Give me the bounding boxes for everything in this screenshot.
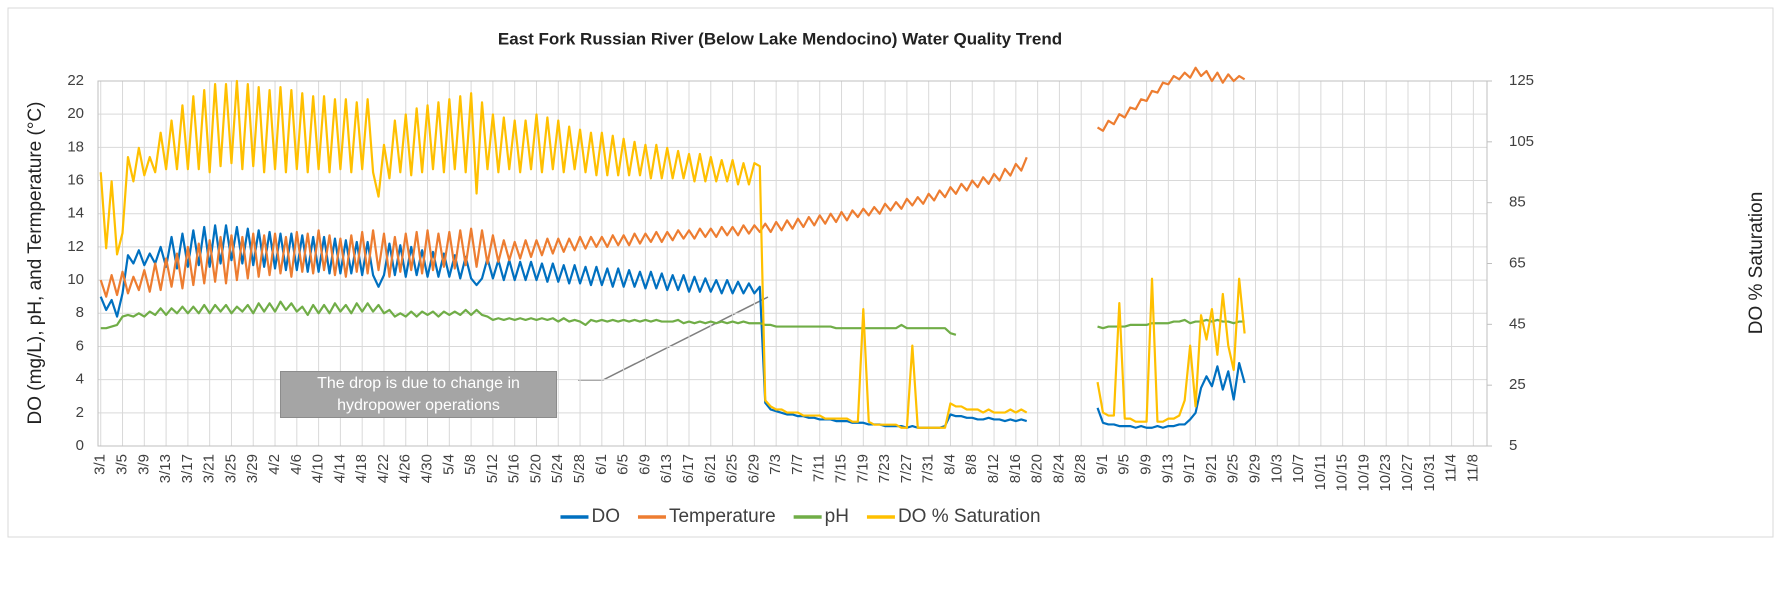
x-tick-label: 5/20	[527, 454, 544, 483]
x-tick-label: 9/13	[1159, 454, 1176, 483]
x-tick-label: 9/17	[1181, 454, 1198, 483]
x-tick-label: 7/31	[920, 454, 937, 483]
x-tick-label: 7/3	[767, 454, 784, 475]
x-tick-label: 6/29	[745, 454, 762, 483]
x-tick-label: 9/29	[1246, 454, 1263, 483]
y2-tick-label: 25	[1509, 376, 1526, 393]
x-tick-label: 6/25	[724, 454, 741, 483]
x-tick-label: 6/1	[593, 454, 610, 475]
plot-frame	[97, 80, 1488, 447]
x-tick-label: 10/23	[1377, 454, 1394, 492]
x-tick-label: 11/4	[1443, 454, 1460, 482]
x-tick-label: 10/19	[1355, 454, 1372, 492]
x-tick-label: 8/24	[1050, 454, 1067, 483]
x-tick-label: 7/27	[898, 454, 915, 483]
x-tick-label: 9/25	[1225, 454, 1242, 483]
x-tick-label: 3/21	[201, 454, 218, 483]
x-tick-label: 7/19	[854, 454, 871, 483]
y-tick-label: 14	[67, 205, 84, 222]
x-tick-label: 8/8	[963, 454, 980, 475]
x-tick-label: 8/28	[1072, 454, 1089, 483]
x-tick-label: 3/13	[157, 454, 174, 483]
x-tick-label: 10/7	[1290, 454, 1307, 483]
y-tick-label: 0	[76, 437, 84, 454]
x-tick-label: 4/18	[353, 454, 370, 483]
x-tick-label: 8/20	[1029, 454, 1046, 483]
y2-axis-title: DO % Saturation	[1746, 192, 1767, 335]
x-tick-label: 5/8	[462, 454, 479, 475]
x-tick-label: 10/11	[1312, 454, 1329, 490]
y-tick-label: 8	[76, 304, 84, 321]
x-tick-label: 4/14	[331, 454, 348, 483]
y-tick-label: 18	[67, 138, 84, 155]
x-tick-label: 10/15	[1334, 454, 1351, 492]
x-tick-label: 7/11	[811, 454, 828, 482]
x-tick-label: 7/15	[832, 454, 849, 483]
x-tick-label: 6/5	[615, 454, 632, 475]
x-tick-label: 3/5	[113, 454, 130, 475]
x-tick-label: 9/21	[1203, 454, 1220, 483]
chart-title: East Fork Russian River (Below Lake Mend…	[498, 29, 1062, 48]
y-tick-label: 12	[67, 238, 84, 255]
x-tick-label: 8/4	[941, 454, 958, 475]
x-tick-label: 10/27	[1399, 454, 1416, 492]
y-tick-label: 20	[67, 105, 84, 122]
x-tick-label: 3/29	[244, 454, 261, 483]
y-tick-label: 22	[67, 72, 84, 89]
x-tick-label: 6/13	[658, 454, 675, 483]
x-tick-label: 3/25	[222, 454, 239, 483]
x-tick-label: 5/24	[549, 454, 566, 483]
x-tick-label: 7/23	[876, 454, 893, 483]
x-tick-label: 6/17	[680, 454, 697, 483]
legend-label: DO % Saturation	[898, 506, 1041, 527]
x-tick-label: 9/5	[1116, 454, 1133, 475]
annotation: The drop is due to change in hydropower …	[280, 371, 557, 418]
y-tick-label: 10	[67, 271, 84, 288]
x-tick-label: 8/16	[1007, 454, 1024, 483]
x-tick-label: 4/6	[288, 454, 305, 475]
y2-tick-label: 65	[1509, 254, 1526, 271]
x-tick-label: 4/2	[266, 454, 283, 475]
series-line	[99, 66, 1246, 298]
x-tick-label: 5/16	[506, 454, 523, 483]
x-tick-label: 5/28	[571, 454, 588, 483]
legend-label: Temperature	[669, 506, 776, 527]
y2-tick-label: 5	[1509, 437, 1517, 454]
x-tick-label: 9/1	[1094, 454, 1111, 475]
x-tick-label: 4/22	[375, 454, 392, 483]
x-tick-label: 5/4	[440, 454, 457, 475]
y2-tick-label: 45	[1509, 315, 1526, 332]
x-tick-label: 4/10	[310, 454, 327, 483]
y-tick-label: 4	[76, 371, 84, 388]
x-tick-label: 10/3	[1268, 454, 1285, 483]
x-tick-label: 10/31	[1421, 454, 1438, 492]
x-tick-label: 3/9	[135, 454, 152, 475]
y-tick-label: 16	[67, 172, 84, 189]
y2-tick-label: 125	[1509, 72, 1534, 89]
legend-label: pH	[825, 506, 849, 527]
y-tick-label: 6	[76, 337, 84, 354]
legend: DO Temperature pH DO % Saturation	[560, 506, 1041, 527]
legend-label: DO	[591, 506, 620, 527]
x-tick-label: 6/21	[702, 454, 719, 483]
x-tick-label: 9/9	[1138, 454, 1155, 475]
x-tick-label: 6/9	[636, 454, 653, 475]
x-tick-label: 7/7	[789, 454, 806, 475]
series-line	[99, 79, 1246, 429]
x-tick-label: 4/26	[397, 454, 414, 483]
x-tick-label: 11/8	[1464, 454, 1481, 482]
x-tick-label: 8/12	[985, 454, 1002, 483]
x-tick-label: 5/12	[484, 454, 501, 483]
y2-tick-label: 105	[1509, 133, 1534, 150]
y2-tick-label: 85	[1509, 194, 1526, 211]
x-tick-label: 4/30	[419, 454, 436, 483]
x-tick-label: 3/1	[92, 454, 109, 475]
x-tick-label: 3/17	[179, 454, 196, 483]
y-axis-title: DO (mg/L), pH, and Termperature (°C)	[25, 102, 46, 425]
y-tick-label: 2	[76, 404, 84, 421]
